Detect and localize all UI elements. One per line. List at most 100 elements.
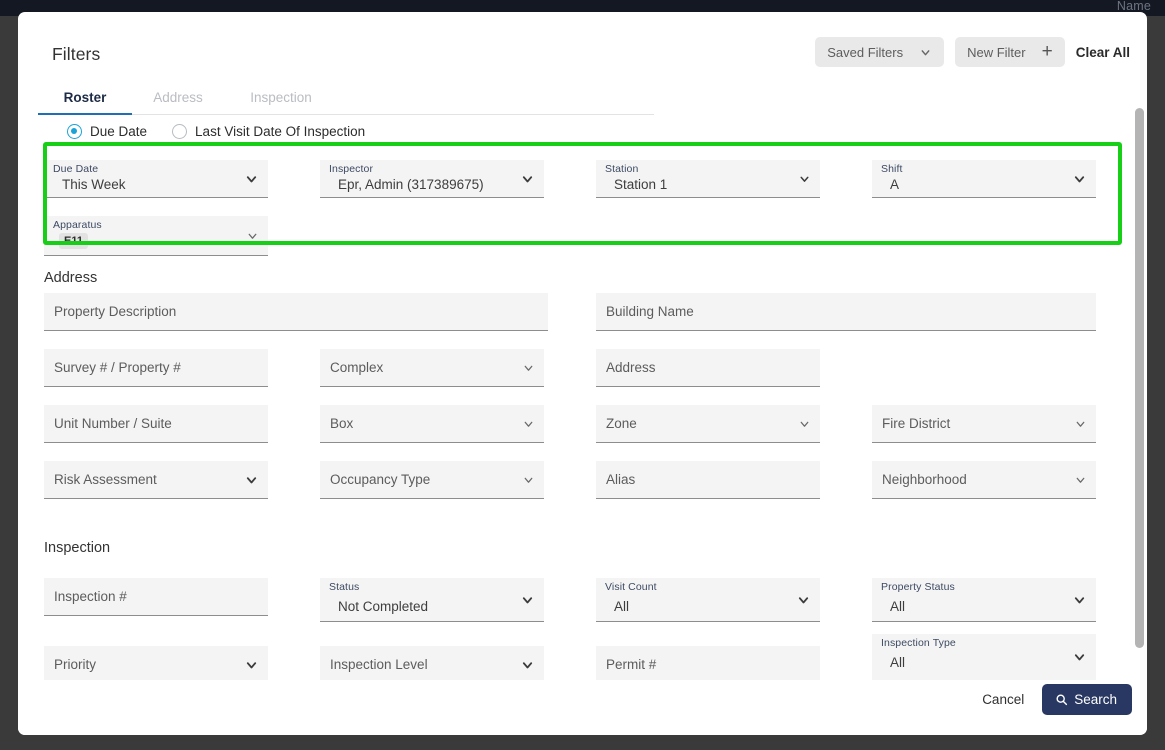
fire-district-select[interactable]: Fire District: [872, 405, 1096, 443]
unit-number-suite-input[interactable]: Unit Number / Suite: [44, 405, 268, 443]
inspection-level-select[interactable]: Inspection Level: [320, 646, 544, 684]
search-button-label: Search: [1074, 692, 1117, 707]
clear-all-button[interactable]: Clear All: [1075, 44, 1130, 60]
complex-select[interactable]: Complex: [320, 349, 544, 387]
chevron-down-icon: [522, 473, 535, 486]
priority-select[interactable]: Priority: [44, 646, 268, 684]
radio-option-due-date-label: Due Date: [90, 124, 148, 139]
app-bar-title: Name: [1116, 0, 1151, 13]
apparatus-label: Apparatus: [53, 219, 102, 231]
modal-scrollbar[interactable]: [1134, 98, 1145, 718]
occupancy-type-placeholder: Occupancy Type: [330, 472, 431, 487]
chevron-down-icon: [520, 171, 535, 186]
inspection-number-input[interactable]: Inspection #: [44, 578, 268, 616]
property-description-placeholder: Property Description: [54, 304, 177, 319]
permit-number-placeholder: Permit #: [606, 657, 657, 672]
inspection-level-placeholder: Inspection Level: [330, 657, 428, 672]
radio-option-last-visit-date[interactable]: Last Visit Date Of Inspection: [172, 124, 365, 139]
property-status-value: All: [890, 599, 906, 614]
search-button[interactable]: Search: [1042, 684, 1132, 715]
shift-label: Shift: [881, 163, 903, 175]
apparatus-select[interactable]: Apparatus E11: [44, 216, 268, 256]
status-value: Not Completed: [338, 599, 429, 614]
inspector-select[interactable]: Inspector Epr, Admin (317389675): [320, 160, 544, 198]
chevron-down-icon: [520, 592, 535, 607]
survey-property-input[interactable]: Survey # / Property #: [44, 349, 268, 387]
station-value: Station 1: [614, 177, 668, 192]
shift-select[interactable]: Shift A: [872, 160, 1096, 198]
chevron-down-icon: [796, 592, 811, 607]
chevron-down-icon: [244, 657, 259, 672]
zone-select[interactable]: Zone: [596, 405, 820, 443]
due-date-select[interactable]: Due Date This Week: [44, 160, 268, 198]
cancel-button[interactable]: Cancel: [982, 692, 1025, 707]
chevron-down-icon: [244, 171, 259, 186]
complex-placeholder: Complex: [330, 360, 384, 375]
priority-placeholder: Priority: [54, 657, 97, 672]
chevron-down-icon: [1072, 171, 1087, 186]
date-mode-radio-group: Due Date Last Visit Date Of Inspection: [67, 124, 365, 139]
chevron-down-icon: [520, 657, 535, 672]
visit-count-select[interactable]: Visit Count All: [596, 578, 820, 622]
filters-modal: Filters Saved Filters New Filter + Clear…: [18, 12, 1147, 735]
risk-assessment-placeholder: Risk Assessment: [54, 472, 157, 487]
plus-icon: +: [1041, 40, 1053, 62]
radio-option-due-date[interactable]: Due Date: [67, 124, 147, 139]
modal-scrollbar-thumb[interactable]: [1135, 108, 1144, 648]
saved-filters-dropdown[interactable]: Saved Filters: [815, 37, 945, 67]
building-name-input[interactable]: Building Name: [596, 293, 1096, 331]
station-select[interactable]: Station Station 1: [596, 160, 820, 198]
status-select[interactable]: Status Not Completed: [320, 578, 544, 622]
page-title: Filters: [52, 44, 101, 64]
station-label: Station: [605, 163, 639, 175]
shift-value: A: [890, 177, 900, 192]
inspection-type-select[interactable]: Inspection Type All: [872, 634, 1096, 680]
radio-selected-icon: [67, 124, 82, 139]
inspection-type-label: Inspection Type: [881, 637, 956, 649]
header-actions: Saved Filters New Filter + Clear All: [815, 37, 1132, 67]
property-description-input[interactable]: Property Description: [44, 293, 548, 331]
box-select[interactable]: Box: [320, 405, 544, 443]
neighborhood-select[interactable]: Neighborhood: [872, 461, 1096, 499]
due-date-value: This Week: [62, 177, 126, 192]
risk-assessment-select[interactable]: Risk Assessment: [44, 461, 268, 499]
tab-inspection[interactable]: Inspection: [250, 90, 312, 105]
inspector-label: Inspector: [329, 163, 374, 175]
visit-count-label: Visit Count: [605, 581, 657, 593]
address-placeholder: Address: [606, 360, 656, 375]
chevron-down-icon: [522, 361, 535, 374]
chevron-down-icon: [1072, 592, 1087, 607]
occupancy-type-select[interactable]: Occupancy Type: [320, 461, 544, 499]
zone-placeholder: Zone: [606, 416, 637, 431]
new-filter-label: New Filter: [967, 44, 1026, 60]
inspection-number-placeholder: Inspection #: [54, 589, 127, 604]
chevron-down-icon: [522, 417, 535, 430]
saved-filters-label: Saved Filters: [827, 44, 904, 60]
chevron-down-icon: [1074, 473, 1087, 486]
inspector-value: Epr, Admin (317389675): [338, 177, 484, 192]
property-status-select[interactable]: Property Status All: [872, 578, 1096, 622]
chevron-down-icon: [919, 46, 932, 59]
permit-number-input[interactable]: Permit #: [596, 646, 820, 684]
box-placeholder: Box: [330, 416, 354, 431]
filter-tabs: Roster Address Inspection: [38, 84, 654, 115]
chevron-down-icon: [798, 172, 811, 185]
tab-address[interactable]: Address: [153, 90, 203, 105]
address-section-title: Address: [44, 270, 98, 286]
survey-property-placeholder: Survey # / Property #: [54, 360, 181, 375]
tab-roster[interactable]: Roster: [38, 84, 132, 115]
footer-mask: [18, 680, 1147, 735]
inspection-section-title: Inspection: [44, 540, 111, 556]
radio-unselected-icon: [172, 124, 188, 139]
radio-option-last-visit-date-label: Last Visit Date Of Inspection: [195, 124, 366, 139]
neighborhood-placeholder: Neighborhood: [882, 472, 967, 487]
alias-input[interactable]: Alias: [596, 461, 820, 499]
inspection-type-value: All: [890, 655, 906, 670]
property-status-label: Property Status: [881, 581, 955, 593]
address-input[interactable]: Address: [596, 349, 820, 387]
new-filter-button[interactable]: New Filter +: [955, 37, 1065, 67]
chevron-down-icon: [1074, 417, 1087, 430]
chevron-down-icon: [246, 229, 259, 242]
apparatus-chip[interactable]: E11: [59, 233, 88, 249]
alias-placeholder: Alias: [606, 472, 636, 487]
